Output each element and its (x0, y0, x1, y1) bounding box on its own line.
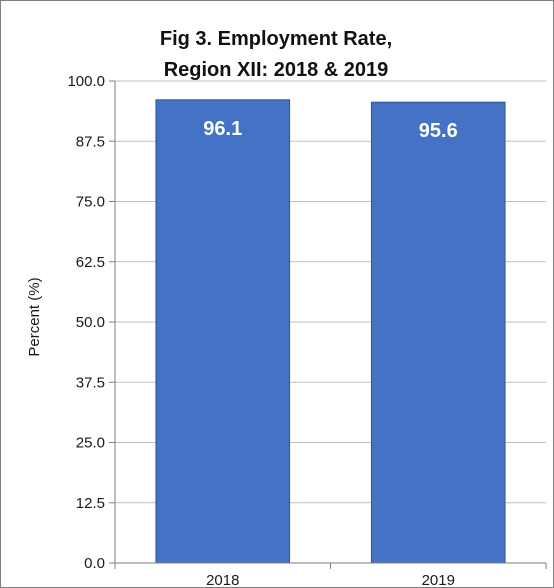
data-label-2018: 96.1 (203, 118, 242, 140)
bars (155, 99, 506, 564)
axes (109, 80, 547, 569)
y-tick-label: 0.0 (84, 555, 105, 572)
data-labels: 96.1 95.6 (203, 118, 457, 142)
bar-2019 (370, 101, 506, 564)
y-tick-label: 50.0 (76, 314, 105, 331)
y-tick-label: 25.0 (76, 435, 105, 452)
y-tick-label: 100.0 (67, 73, 105, 90)
y-tick-label: 75.0 (76, 194, 105, 211)
y-axis-title: Percent (%) (26, 277, 43, 356)
x-tick-label: 2019 (422, 572, 455, 587)
chart-title-line-2: Region XII: 2018 & 2019 (164, 59, 389, 81)
x-tick-labels: 2018 2019 (206, 572, 455, 587)
bar-2018 (155, 99, 291, 564)
x-tick-label: 2018 (206, 572, 239, 587)
y-tick-labels: 0.0 12.5 25.0 37.5 50.0 62.5 75.0 87.5 100.0 (67, 73, 105, 572)
y-tick-label: 37.5 (76, 374, 105, 391)
chart-title-line-1: Fig 3. Employment Rate, (160, 28, 392, 50)
y-tick-label: 87.5 (76, 133, 105, 150)
y-tick-label: 62.5 (76, 254, 105, 271)
y-tick-label: 12.5 (76, 495, 105, 512)
data-label-2019: 95.6 (419, 120, 458, 142)
